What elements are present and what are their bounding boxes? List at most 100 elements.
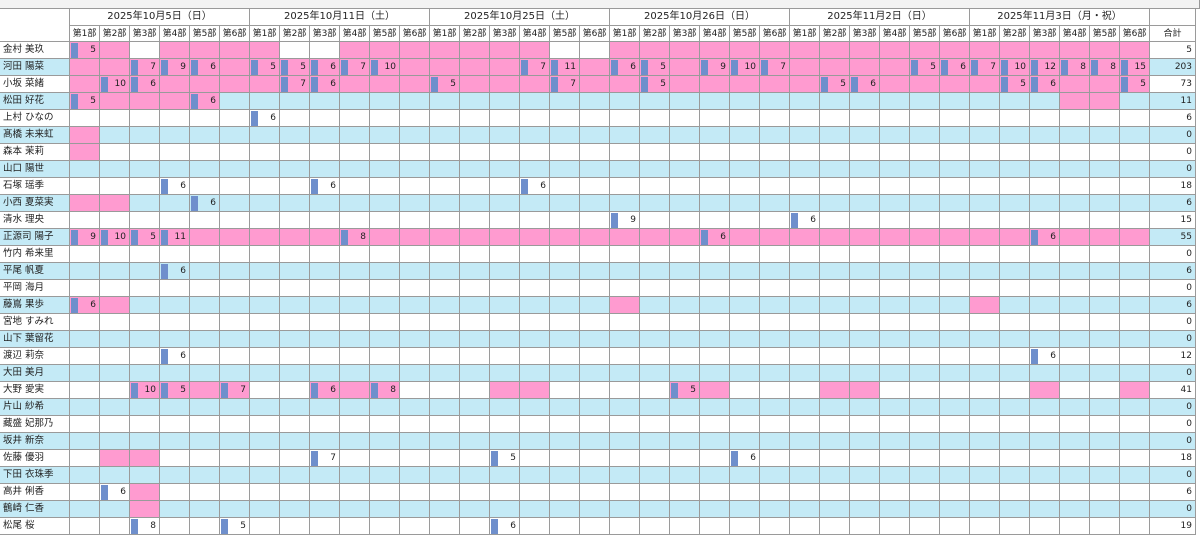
data-cell[interactable] [850, 348, 880, 365]
data-cell[interactable] [1120, 93, 1150, 110]
data-cell[interactable]: 10 [730, 59, 760, 76]
data-cell[interactable] [640, 246, 670, 263]
data-cell[interactable] [880, 212, 910, 229]
data-cell[interactable] [1090, 314, 1120, 331]
data-cell[interactable] [400, 518, 430, 535]
data-cell[interactable] [1060, 110, 1090, 127]
data-cell[interactable] [760, 416, 790, 433]
data-cell[interactable] [760, 297, 790, 314]
data-cell[interactable] [160, 127, 190, 144]
data-cell[interactable] [1000, 382, 1030, 399]
data-cell[interactable] [550, 178, 580, 195]
data-cell[interactable] [790, 229, 820, 246]
data-cell[interactable] [640, 229, 670, 246]
data-cell[interactable] [340, 399, 370, 416]
data-cell[interactable] [370, 501, 400, 518]
data-cell[interactable] [1000, 365, 1030, 382]
data-cell[interactable] [1000, 246, 1030, 263]
data-cell[interactable] [820, 518, 850, 535]
data-cell[interactable] [1090, 501, 1120, 518]
data-cell[interactable] [640, 416, 670, 433]
data-cell[interactable] [730, 416, 760, 433]
part-header[interactable]: 第5部 [910, 26, 940, 42]
date-header[interactable]: 2025年11月2日（日） [790, 9, 970, 26]
data-cell[interactable] [520, 110, 550, 127]
data-cell[interactable] [970, 127, 1000, 144]
data-cell[interactable] [70, 161, 100, 178]
data-cell[interactable] [790, 42, 820, 59]
data-cell[interactable] [400, 331, 430, 348]
data-cell[interactable] [280, 484, 310, 501]
data-cell[interactable] [1030, 297, 1060, 314]
data-cell[interactable] [1090, 280, 1120, 297]
data-cell[interactable] [1060, 365, 1090, 382]
data-cell[interactable] [910, 229, 940, 246]
data-cell[interactable] [910, 212, 940, 229]
data-cell[interactable] [910, 263, 940, 280]
data-cell[interactable] [550, 263, 580, 280]
data-cell[interactable] [1000, 467, 1030, 484]
data-cell[interactable] [370, 110, 400, 127]
data-cell[interactable] [130, 42, 160, 59]
data-cell[interactable] [610, 110, 640, 127]
data-cell[interactable] [460, 399, 490, 416]
data-cell[interactable] [1030, 280, 1060, 297]
data-cell[interactable] [400, 229, 430, 246]
member-name[interactable]: 小西 夏菜実 [0, 195, 70, 212]
data-cell[interactable] [160, 501, 190, 518]
data-cell[interactable] [280, 263, 310, 280]
data-cell[interactable] [1120, 467, 1150, 484]
data-cell[interactable] [730, 110, 760, 127]
data-cell[interactable] [880, 382, 910, 399]
data-cell[interactable] [610, 314, 640, 331]
data-cell[interactable] [1060, 484, 1090, 501]
data-cell[interactable] [160, 93, 190, 110]
data-cell[interactable] [370, 467, 400, 484]
data-cell[interactable] [1090, 331, 1120, 348]
data-cell[interactable] [760, 365, 790, 382]
data-cell[interactable] [370, 246, 400, 263]
data-cell[interactable]: 6 [190, 93, 220, 110]
data-cell[interactable] [520, 365, 550, 382]
data-cell[interactable] [250, 331, 280, 348]
data-cell[interactable] [670, 450, 700, 467]
data-cell[interactable] [1120, 416, 1150, 433]
data-cell[interactable] [1060, 195, 1090, 212]
data-cell[interactable] [310, 93, 340, 110]
data-cell[interactable] [70, 178, 100, 195]
data-cell[interactable] [760, 246, 790, 263]
part-header[interactable]: 第6部 [940, 26, 970, 42]
data-cell[interactable] [460, 229, 490, 246]
data-cell[interactable]: 6 [940, 59, 970, 76]
data-cell[interactable] [550, 450, 580, 467]
data-cell[interactable] [550, 246, 580, 263]
data-cell[interactable] [910, 161, 940, 178]
data-cell[interactable] [790, 246, 820, 263]
data-cell[interactable] [1000, 127, 1030, 144]
data-cell[interactable] [280, 518, 310, 535]
data-cell[interactable] [850, 518, 880, 535]
data-cell[interactable] [700, 144, 730, 161]
data-cell[interactable] [760, 433, 790, 450]
data-cell[interactable]: 8 [370, 382, 400, 399]
data-cell[interactable] [1030, 433, 1060, 450]
data-cell[interactable] [430, 365, 460, 382]
data-cell[interactable] [340, 195, 370, 212]
part-header[interactable]: 第3部 [310, 26, 340, 42]
data-cell[interactable] [220, 365, 250, 382]
data-cell[interactable] [610, 348, 640, 365]
data-cell[interactable] [880, 467, 910, 484]
part-header[interactable]: 第5部 [730, 26, 760, 42]
data-cell[interactable] [520, 467, 550, 484]
data-cell[interactable] [1060, 297, 1090, 314]
data-cell[interactable] [70, 110, 100, 127]
data-cell[interactable] [850, 246, 880, 263]
data-cell[interactable] [700, 416, 730, 433]
data-cell[interactable] [1000, 93, 1030, 110]
data-cell[interactable] [1120, 246, 1150, 263]
data-cell[interactable] [550, 399, 580, 416]
data-cell[interactable] [160, 314, 190, 331]
data-cell[interactable] [610, 127, 640, 144]
data-cell[interactable] [580, 382, 610, 399]
member-name[interactable]: 山下 葉留花 [0, 331, 70, 348]
